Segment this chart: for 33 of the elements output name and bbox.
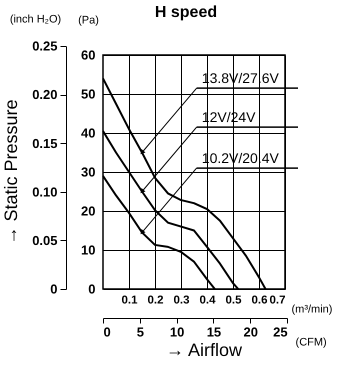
y-tick-label: 50 bbox=[81, 86, 96, 102]
text: → Static Pressure bbox=[1, 99, 21, 245]
y-tick-label: 20 bbox=[81, 204, 96, 218]
y-tick-label: 0 bbox=[88, 282, 96, 296]
y2-tick-label: 0.05 bbox=[32, 232, 58, 248]
x-tick-label: 0.7 bbox=[270, 294, 286, 306]
x2-tick-label: 20 bbox=[244, 324, 258, 340]
x2-tick-label: 5 bbox=[136, 324, 144, 340]
x-tick-label: 0.4 bbox=[200, 294, 216, 306]
x2-axis-title: (CFM) bbox=[296, 336, 327, 348]
y2-tick-label: 0.20 bbox=[32, 87, 58, 102]
y-tick-label: 30 bbox=[81, 164, 96, 180]
x-tick-label: 0.2 bbox=[148, 294, 164, 306]
y2-tick-label: 0.15 bbox=[32, 136, 58, 151]
y2-tick-label: 0.25 bbox=[32, 38, 58, 54]
x-axis-title: (m³/min) bbox=[292, 304, 332, 316]
x-tick-label: 0.6 bbox=[252, 294, 268, 306]
x2-tick-label: 10 bbox=[170, 324, 184, 340]
x2-tick-label: 0 bbox=[104, 324, 111, 340]
x2-tick-label: 15 bbox=[206, 324, 222, 340]
y-tick-label: 10 bbox=[81, 242, 96, 258]
y-tick-label: 60 bbox=[81, 48, 96, 62]
x-tick-label: 0.1 bbox=[122, 294, 138, 306]
text: → Airflow bbox=[166, 340, 243, 360]
chart-title: H speed bbox=[154, 4, 218, 21]
y-axis-title: (Pa) bbox=[78, 14, 99, 26]
y2-tick-label: 0 bbox=[50, 282, 58, 296]
y-tick-label: 40 bbox=[81, 126, 96, 140]
x2-tick-label: 25 bbox=[273, 324, 288, 340]
x-tick-label: 0.3 bbox=[174, 294, 190, 306]
x-tick-label: 0.5 bbox=[226, 294, 242, 306]
y2-axis-title: (inch H₂O) bbox=[10, 14, 62, 26]
y2-tick-label: 0.10 bbox=[32, 184, 58, 200]
